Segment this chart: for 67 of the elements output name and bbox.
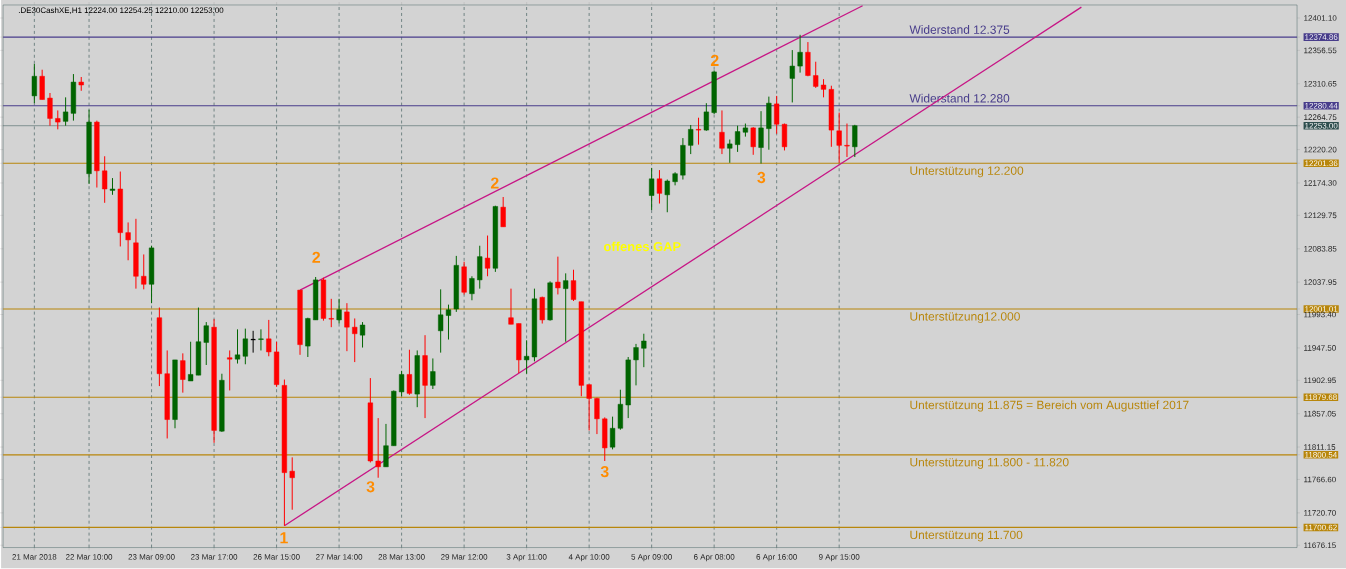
annotation: 3 [366, 481, 375, 493]
annotation: offenes GAP [603, 241, 681, 252]
candlestick [719, 110, 725, 155]
candlestick [539, 296, 545, 325]
candlestick [328, 298, 334, 328]
candlestick [797, 34, 803, 74]
ref-line-label: Unterstützung 11.700 [910, 530, 1023, 542]
candlestick [336, 298, 342, 325]
ref-line-label: Unterstützung12.000 [910, 312, 1020, 324]
candlestick [664, 179, 670, 213]
candlestick [500, 196, 506, 228]
candlestick [484, 235, 491, 277]
ref-line-label: Unterstützung 11.875 = Bereich vom Augusttief 2017 [910, 400, 1189, 412]
candlestick [359, 321, 366, 349]
candlestick [844, 123, 850, 158]
candlestick [47, 92, 53, 127]
annotation: 2 [710, 55, 719, 67]
candlestick [180, 353, 186, 394]
candlestick [508, 288, 514, 325]
candlestick [555, 256, 561, 296]
candlestick [141, 254, 147, 291]
candlestick [375, 417, 381, 479]
candlestick [852, 124, 858, 158]
candlestick [594, 397, 600, 435]
candlestick [102, 155, 108, 204]
annotation: 2 [490, 177, 499, 189]
candlestick [31, 63, 37, 104]
candlestick [227, 350, 233, 392]
annotation: 1 [280, 532, 288, 544]
ref-line-label: Unterstützung 12.200 [910, 166, 1024, 178]
candlestick [641, 333, 647, 368]
candlestick [586, 384, 592, 432]
candlestick [703, 102, 709, 132]
candlestick [125, 222, 131, 261]
candlestick [469, 276, 475, 301]
candlestick [266, 319, 272, 357]
candlestick [352, 318, 358, 363]
ref-line-label: Unterstützung 11.800 - 11.820 [910, 458, 1069, 470]
candlestick [750, 126, 756, 156]
candlestick [55, 110, 61, 131]
candlestick [570, 269, 577, 302]
candlestick [688, 124, 694, 155]
candlestick [649, 167, 655, 211]
candlestick [758, 110, 764, 165]
candlestick [383, 423, 389, 468]
candlestick [563, 273, 569, 343]
candlestick [836, 112, 842, 164]
annotation: 2 [312, 251, 321, 264]
candlestick [813, 61, 819, 89]
candlestick [203, 321, 209, 366]
candlestick [727, 139, 733, 164]
ref-line-label: Widerstand 12.375 [909, 25, 1010, 35]
candlestick [656, 169, 663, 205]
candlestick [477, 245, 483, 290]
candlestick [695, 117, 702, 146]
candlestick [633, 343, 639, 387]
candlestick [399, 370, 405, 397]
candlestick [406, 349, 413, 396]
annotation: 3 [600, 466, 609, 478]
candlestick [344, 302, 350, 352]
candlestick [289, 457, 295, 511]
candlestick [789, 49, 795, 104]
candlestick [258, 329, 264, 352]
candlestick [805, 41, 811, 77]
candlestick [39, 69, 45, 101]
annotation: 3 [757, 172, 766, 184]
candlestick [430, 358, 436, 390]
